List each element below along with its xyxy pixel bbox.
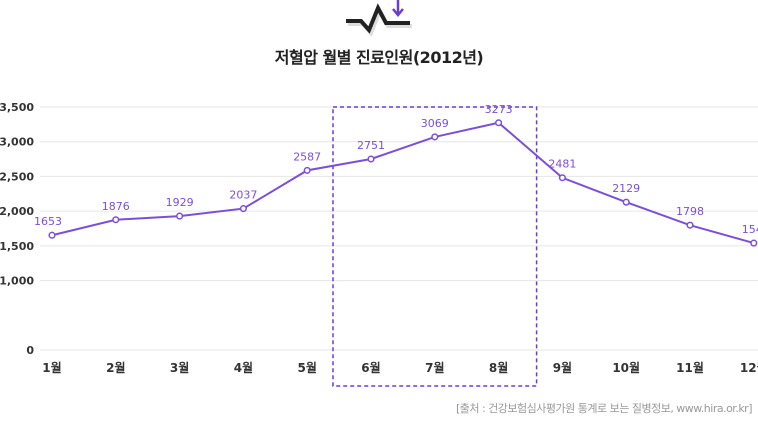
data-label: 1876 — [102, 200, 130, 213]
data-point — [622, 198, 630, 206]
data-point — [750, 239, 758, 247]
data-point — [367, 155, 375, 163]
data-label: 1929 — [166, 196, 194, 209]
x-tick-label: 8월 — [489, 360, 508, 375]
data-point — [558, 174, 566, 182]
series-line — [51, 121, 755, 245]
x-tick-label: 11월 — [676, 360, 704, 375]
x-tick-label: 4월 — [234, 360, 253, 375]
x-tick-label: 3월 — [170, 360, 189, 375]
data-point — [303, 166, 311, 174]
data-point — [431, 133, 439, 141]
data-label: 2129 — [612, 182, 640, 195]
y-tick-label: 2,000 — [0, 205, 34, 218]
y-tick-label: 0 — [26, 344, 34, 357]
data-label: 3069 — [421, 117, 449, 130]
data-label: 1540 — [742, 223, 758, 236]
data-label: 2037 — [229, 189, 257, 202]
data-label: 2751 — [357, 139, 385, 152]
y-tick-label: 3,000 — [0, 136, 34, 149]
data-point — [495, 119, 503, 127]
chart-title: 저혈압 월별 진료인원(2012년) — [274, 48, 484, 67]
x-tick-label: 9월 — [553, 360, 572, 375]
y-tick-label: 3,500 — [0, 101, 34, 114]
data-point — [176, 212, 184, 220]
x-tick-label: 5월 — [298, 360, 317, 375]
x-tick-label: 10월 — [612, 360, 640, 375]
data-point — [239, 205, 247, 213]
data-point — [48, 231, 56, 239]
data-point — [686, 221, 694, 229]
data-label: 3273 — [485, 103, 513, 116]
source-note: [출처 : 건강보험심사평가원 통계로 보는 질병정보, www.hira.or… — [455, 402, 753, 415]
x-tick-label: 1월 — [42, 360, 61, 375]
y-tick-label: 2,500 — [0, 170, 34, 183]
chart-icon — [346, 0, 412, 37]
x-tick-label: 7월 — [425, 360, 444, 375]
highlight-box — [332, 106, 538, 387]
x-tick-label: 6월 — [361, 360, 380, 375]
x-tick-label: 12월 — [740, 360, 758, 375]
data-label: 2481 — [548, 158, 576, 171]
data-label: 1798 — [676, 205, 704, 218]
data-point — [112, 216, 120, 224]
data-label: 2587 — [293, 150, 321, 163]
y-tick-label: 1,000 — [0, 275, 34, 288]
y-tick-label: 1,500 — [0, 240, 34, 253]
data-label: 1653 — [34, 215, 62, 228]
x-tick-label: 2월 — [106, 360, 125, 375]
